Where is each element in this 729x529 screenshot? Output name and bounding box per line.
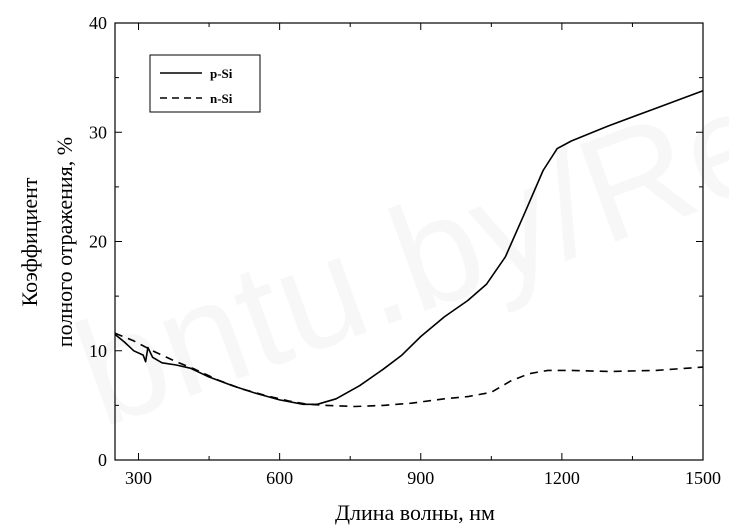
legend-box <box>149 54 261 113</box>
y-tick-label: 10 <box>89 341 107 361</box>
plot-area <box>114 89 704 408</box>
legend: p-Si n-Si <box>149 54 261 113</box>
y-tick-label: 20 <box>89 232 107 252</box>
y-axis-title-line-2: полного отражения, % <box>52 137 77 347</box>
x-tick-label: 900 <box>407 468 434 488</box>
y-tick-label: 0 <box>98 450 107 470</box>
y-tick-label: 40 <box>89 13 107 33</box>
series-line-n-si <box>114 332 704 408</box>
x-tick-label: 1200 <box>544 468 580 488</box>
x-tick-label: 600 <box>266 468 293 488</box>
axes: 300 600 900 1200 1500 0 10 20 30 40 <box>89 13 721 488</box>
x-tick-label: 1500 <box>685 468 721 488</box>
y-axis-title-line-1: Коэффициент <box>17 177 42 306</box>
series-line-p-si <box>114 89 704 406</box>
legend-label-n-si: n-Si <box>210 91 233 106</box>
y-tick-label: 30 <box>89 122 107 142</box>
legend-label-p-si: p-Si <box>210 66 233 81</box>
x-axis-title: Длина волны, нм <box>335 500 495 525</box>
x-tick-label: 300 <box>125 468 152 488</box>
